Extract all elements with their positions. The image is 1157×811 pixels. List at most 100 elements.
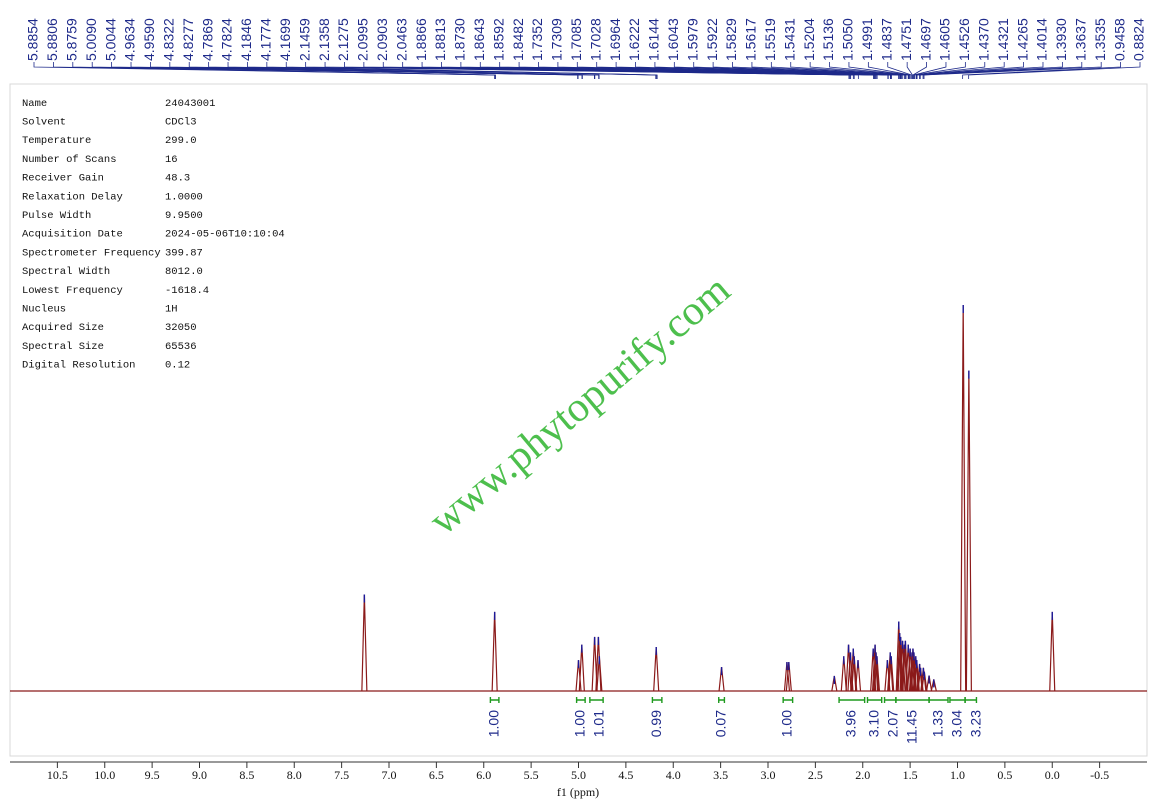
- integral-bracket: [782, 697, 794, 703]
- param-name: Receiver Gain: [22, 173, 104, 185]
- x-tick-label: 1.0: [950, 768, 965, 782]
- peak-label: 1.4605: [937, 18, 953, 61]
- peak-label-leader: [227, 62, 600, 79]
- peak: [1049, 611, 1056, 692]
- peak-label: 1.4370: [975, 18, 991, 61]
- peak-label: 4.9634: [122, 18, 138, 61]
- peak-label-leader: [809, 62, 909, 79]
- peak-label: 4.7824: [219, 18, 235, 61]
- integral-bracket: [589, 697, 604, 703]
- peak-label: 1.8866: [413, 18, 429, 61]
- x-tick-label: 2.5: [808, 768, 823, 782]
- peak-label: 1.5204: [801, 18, 817, 61]
- integral-bracket: [838, 697, 866, 703]
- peak-label: 4.1774: [258, 18, 274, 61]
- integral-bracket: [883, 697, 897, 703]
- param-name: Relaxation Delay: [22, 191, 123, 203]
- peak-label-leader: [770, 62, 906, 79]
- peak-label-leader: [848, 62, 911, 79]
- peak-label-leader: [693, 62, 902, 79]
- x-tick-label: 5.0: [571, 768, 586, 782]
- param-name: Lowest Frequency: [22, 285, 123, 297]
- peak-label: 1.4751: [898, 18, 914, 61]
- peak-label: 1.5431: [781, 18, 797, 61]
- peak-label-leader: [923, 62, 1102, 79]
- peak-label-leader: [906, 62, 913, 79]
- peak-label: 1.6964: [607, 18, 623, 61]
- peak: [965, 370, 972, 692]
- peak-label-leader: [615, 62, 892, 79]
- param-value: 2024-05-06T10:10:04: [165, 229, 285, 241]
- param-name: Acquired Size: [22, 322, 104, 334]
- integral-label: 1.01: [591, 710, 607, 737]
- peak-label: 4.7869: [199, 18, 215, 61]
- x-tick-label: 4.0: [666, 768, 681, 782]
- peak-label: 1.3637: [1072, 18, 1088, 61]
- param-value: 0.12: [165, 360, 190, 372]
- x-tick-label: 10.5: [47, 768, 68, 782]
- param-name: Spectral Width: [22, 266, 110, 278]
- peak-label: 1.5136: [820, 18, 836, 61]
- integral-label: 3.04: [948, 710, 964, 737]
- peak-label: 1.8813: [432, 18, 448, 61]
- peak-label: 4.1846: [238, 18, 254, 61]
- peak-label: 1.4526: [956, 18, 972, 61]
- integral-label: 3.96: [843, 710, 859, 737]
- peak-label-leader: [919, 62, 1044, 79]
- param-name: Temperature: [22, 135, 91, 147]
- peak-label-leader: [285, 62, 658, 79]
- x-tick-label: 7.5: [334, 768, 349, 782]
- param-name: Acquisition Date: [22, 229, 123, 241]
- x-axis-label: f1 (ppm): [557, 785, 599, 799]
- peak-label-leader: [732, 62, 903, 79]
- integral-bracket: [489, 697, 500, 703]
- param-value: 32050: [165, 322, 197, 334]
- param-name: Nucleus: [22, 303, 66, 315]
- peak-label: 5.8854: [25, 18, 41, 61]
- integral-bracket: [651, 697, 663, 703]
- integral-bracket: [949, 697, 966, 703]
- param-value: 65536: [165, 341, 197, 353]
- peak-label: 1.8730: [452, 18, 468, 61]
- peak-label-leader: [916, 62, 1024, 79]
- peak-label: 1.6144: [646, 18, 662, 61]
- param-name: Digital Resolution: [22, 360, 135, 372]
- peak-label: 1.4837: [878, 18, 894, 61]
- peak-label: 1.5519: [762, 18, 778, 61]
- peak-label: 1.7085: [568, 18, 584, 61]
- peak: [491, 611, 498, 692]
- param-name: Solvent: [22, 116, 66, 128]
- peak-label: 1.3930: [1053, 18, 1069, 61]
- x-tick-label: 3.0: [761, 768, 776, 782]
- peak-label: 1.7309: [549, 18, 565, 61]
- peak-label-leader: [72, 62, 496, 79]
- param-name: Pulse Width: [22, 210, 91, 222]
- x-tick-label: 9.0: [192, 768, 207, 782]
- peak-label-leader: [913, 62, 947, 79]
- peak-label: 2.1459: [296, 18, 312, 61]
- integral-label: 1.00: [485, 710, 501, 737]
- peak-label: 1.4991: [859, 18, 875, 61]
- peak-label: 1.8643: [471, 18, 487, 61]
- integral-label: 1.00: [572, 710, 588, 737]
- peak-label-leader: [919, 62, 1063, 79]
- peak-label: 1.5050: [840, 18, 856, 61]
- param-value: 8012.0: [165, 266, 203, 278]
- param-name: Spectral Size: [22, 341, 104, 353]
- x-tick-label: 7.0: [382, 768, 397, 782]
- x-tick-label: 2.0: [855, 768, 870, 782]
- x-tick-label: 8.5: [239, 768, 254, 782]
- param-value: 299.0: [165, 135, 197, 147]
- integral-label: 1.33: [929, 710, 945, 737]
- integral-label: 11.45: [903, 710, 919, 744]
- peak-label: 2.1275: [335, 18, 351, 61]
- peak-label: 5.8759: [64, 18, 80, 61]
- peak-label: 1.4697: [917, 18, 933, 61]
- peak-label: 2.0995: [355, 18, 371, 61]
- peak-label-leader: [829, 62, 910, 79]
- peak-label-leader: [912, 62, 927, 79]
- peak-label-leader: [712, 62, 902, 79]
- peak-label-leader: [962, 62, 1121, 79]
- x-tick-label: 6.5: [429, 768, 444, 782]
- peak-label: 1.5922: [704, 18, 720, 61]
